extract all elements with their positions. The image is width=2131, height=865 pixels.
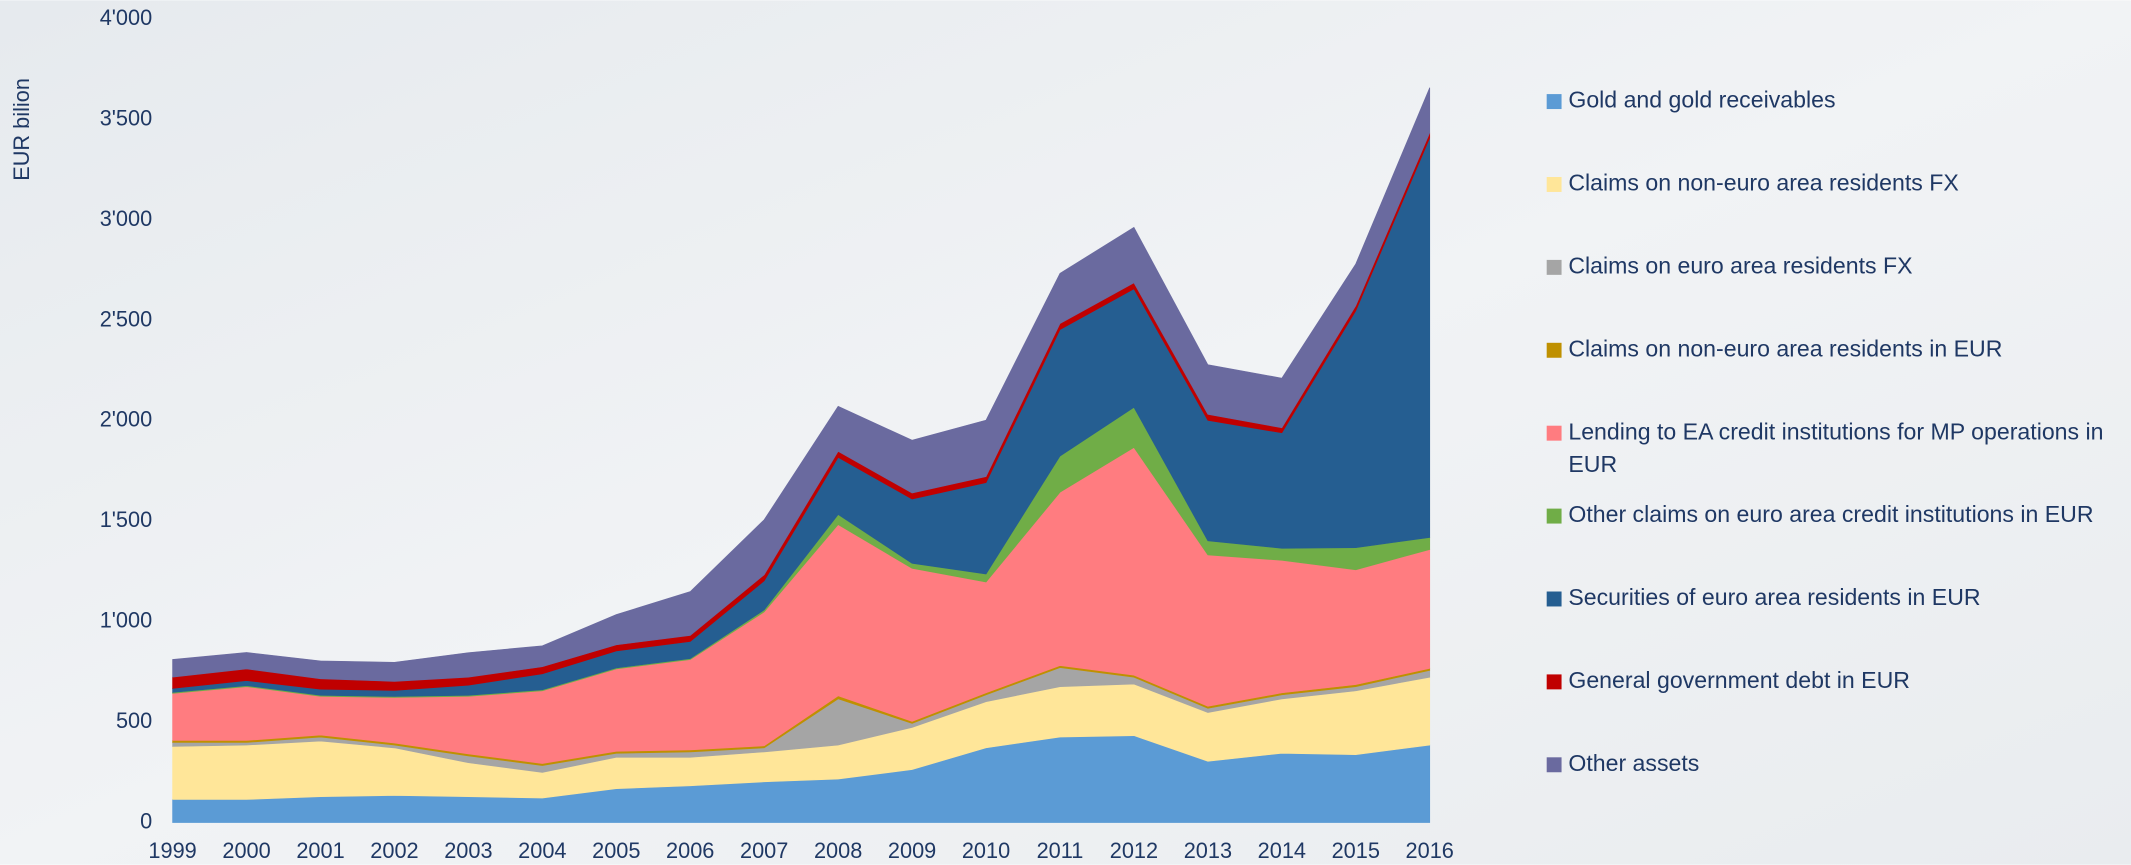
legend-swatch — [1547, 757, 1562, 772]
legend-label: Claims on non-euro area residents FX — [1568, 167, 1958, 200]
chart: EUR bilion 0 500 1'000 1'500 2'000 2'500 3'000… — [0, 0, 2131, 865]
legend-item: Securities of euro area residents in EUR — [1547, 582, 2131, 665]
legend-swatch — [1547, 426, 1562, 441]
x-tick-label: 2014 — [1258, 838, 1306, 863]
x-tick-label: 2009 — [888, 838, 936, 863]
x-tick-label: 2015 — [1332, 838, 1380, 863]
x-tick-label: 2005 — [592, 838, 640, 863]
x-tick-label: 2000 — [222, 838, 270, 863]
x-tick-label: 2003 — [444, 838, 492, 863]
legend-item: Claims on non-euro area residents in EUR — [1547, 333, 2131, 416]
legend-label: Claims on euro area residents FX — [1568, 250, 1912, 283]
y-tick-label: 3'500 — [100, 105, 153, 130]
legend-swatch — [1547, 260, 1562, 275]
legend-swatch — [1547, 509, 1562, 524]
y-tick-label: 4'000 — [100, 5, 153, 30]
y-tick-label: 500 — [116, 708, 152, 733]
legend-item: Gold and gold receivables — [1547, 85, 2131, 168]
x-tick-label: 2006 — [666, 838, 714, 863]
y-axis-label: EUR bilion — [9, 78, 34, 181]
x-tick-label: 2002 — [370, 838, 418, 863]
y-tick-label: 0 — [140, 808, 152, 833]
legend-item: Claims on euro area residents FX — [1547, 250, 2131, 333]
x-tick-label: 1999 — [148, 838, 196, 863]
legend-item: Other claims on euro area credit institu… — [1547, 499, 2131, 582]
y-tick-label: 1'500 — [100, 507, 153, 532]
legend-item: Lending to EA credit institutions for MP… — [1547, 416, 2131, 499]
legend: Gold and gold receivables Claims on non-e… — [1547, 85, 2131, 831]
legend-item: Claims on non-euro area residents FX — [1547, 167, 2131, 250]
legend-label: Claims on non-euro area residents in EUR — [1568, 333, 2002, 366]
x-tick-label: 2013 — [1184, 838, 1232, 863]
legend-label: Lending to EA credit institutions for MP… — [1568, 416, 2131, 481]
x-tick-label: 2008 — [814, 838, 862, 863]
page: {"chart_data": {"type": "stacked-area", … — [0, 0, 2131, 865]
x-tick-label: 2011 — [1037, 838, 1084, 863]
legend-label: Gold and gold receivables — [1568, 85, 1835, 118]
legend-label: Other claims on euro area credit institu… — [1568, 499, 2093, 532]
x-tick-label: 2007 — [740, 838, 788, 863]
x-tick-label: 2012 — [1110, 838, 1158, 863]
x-tick-label: 2004 — [518, 838, 566, 863]
y-tick-label: 2'500 — [100, 306, 153, 331]
legend-swatch — [1547, 177, 1562, 192]
y-tick-label: 1'000 — [100, 607, 153, 632]
legend-label: General government debt in EUR — [1568, 665, 1910, 698]
legend-swatch — [1547, 674, 1562, 689]
x-tick-label: 2001 — [296, 838, 344, 863]
legend-item: Other assets — [1547, 748, 2131, 831]
legend-item: General government debt in EUR — [1547, 665, 2131, 748]
legend-swatch — [1547, 343, 1562, 358]
legend-label: Securities of euro area residents in EUR — [1568, 582, 1980, 615]
x-tick-label: 2016 — [1406, 838, 1454, 863]
legend-swatch — [1547, 94, 1562, 109]
y-tick-label: 2'000 — [100, 407, 153, 432]
legend-box: Gold and gold receivables Claims on non-e… — [1547, 85, 2131, 860]
legend-swatch — [1547, 592, 1562, 607]
y-tick-label: 3'000 — [100, 206, 153, 231]
legend-label: Other assets — [1568, 748, 1699, 781]
x-tick-label: 2010 — [962, 838, 1010, 863]
